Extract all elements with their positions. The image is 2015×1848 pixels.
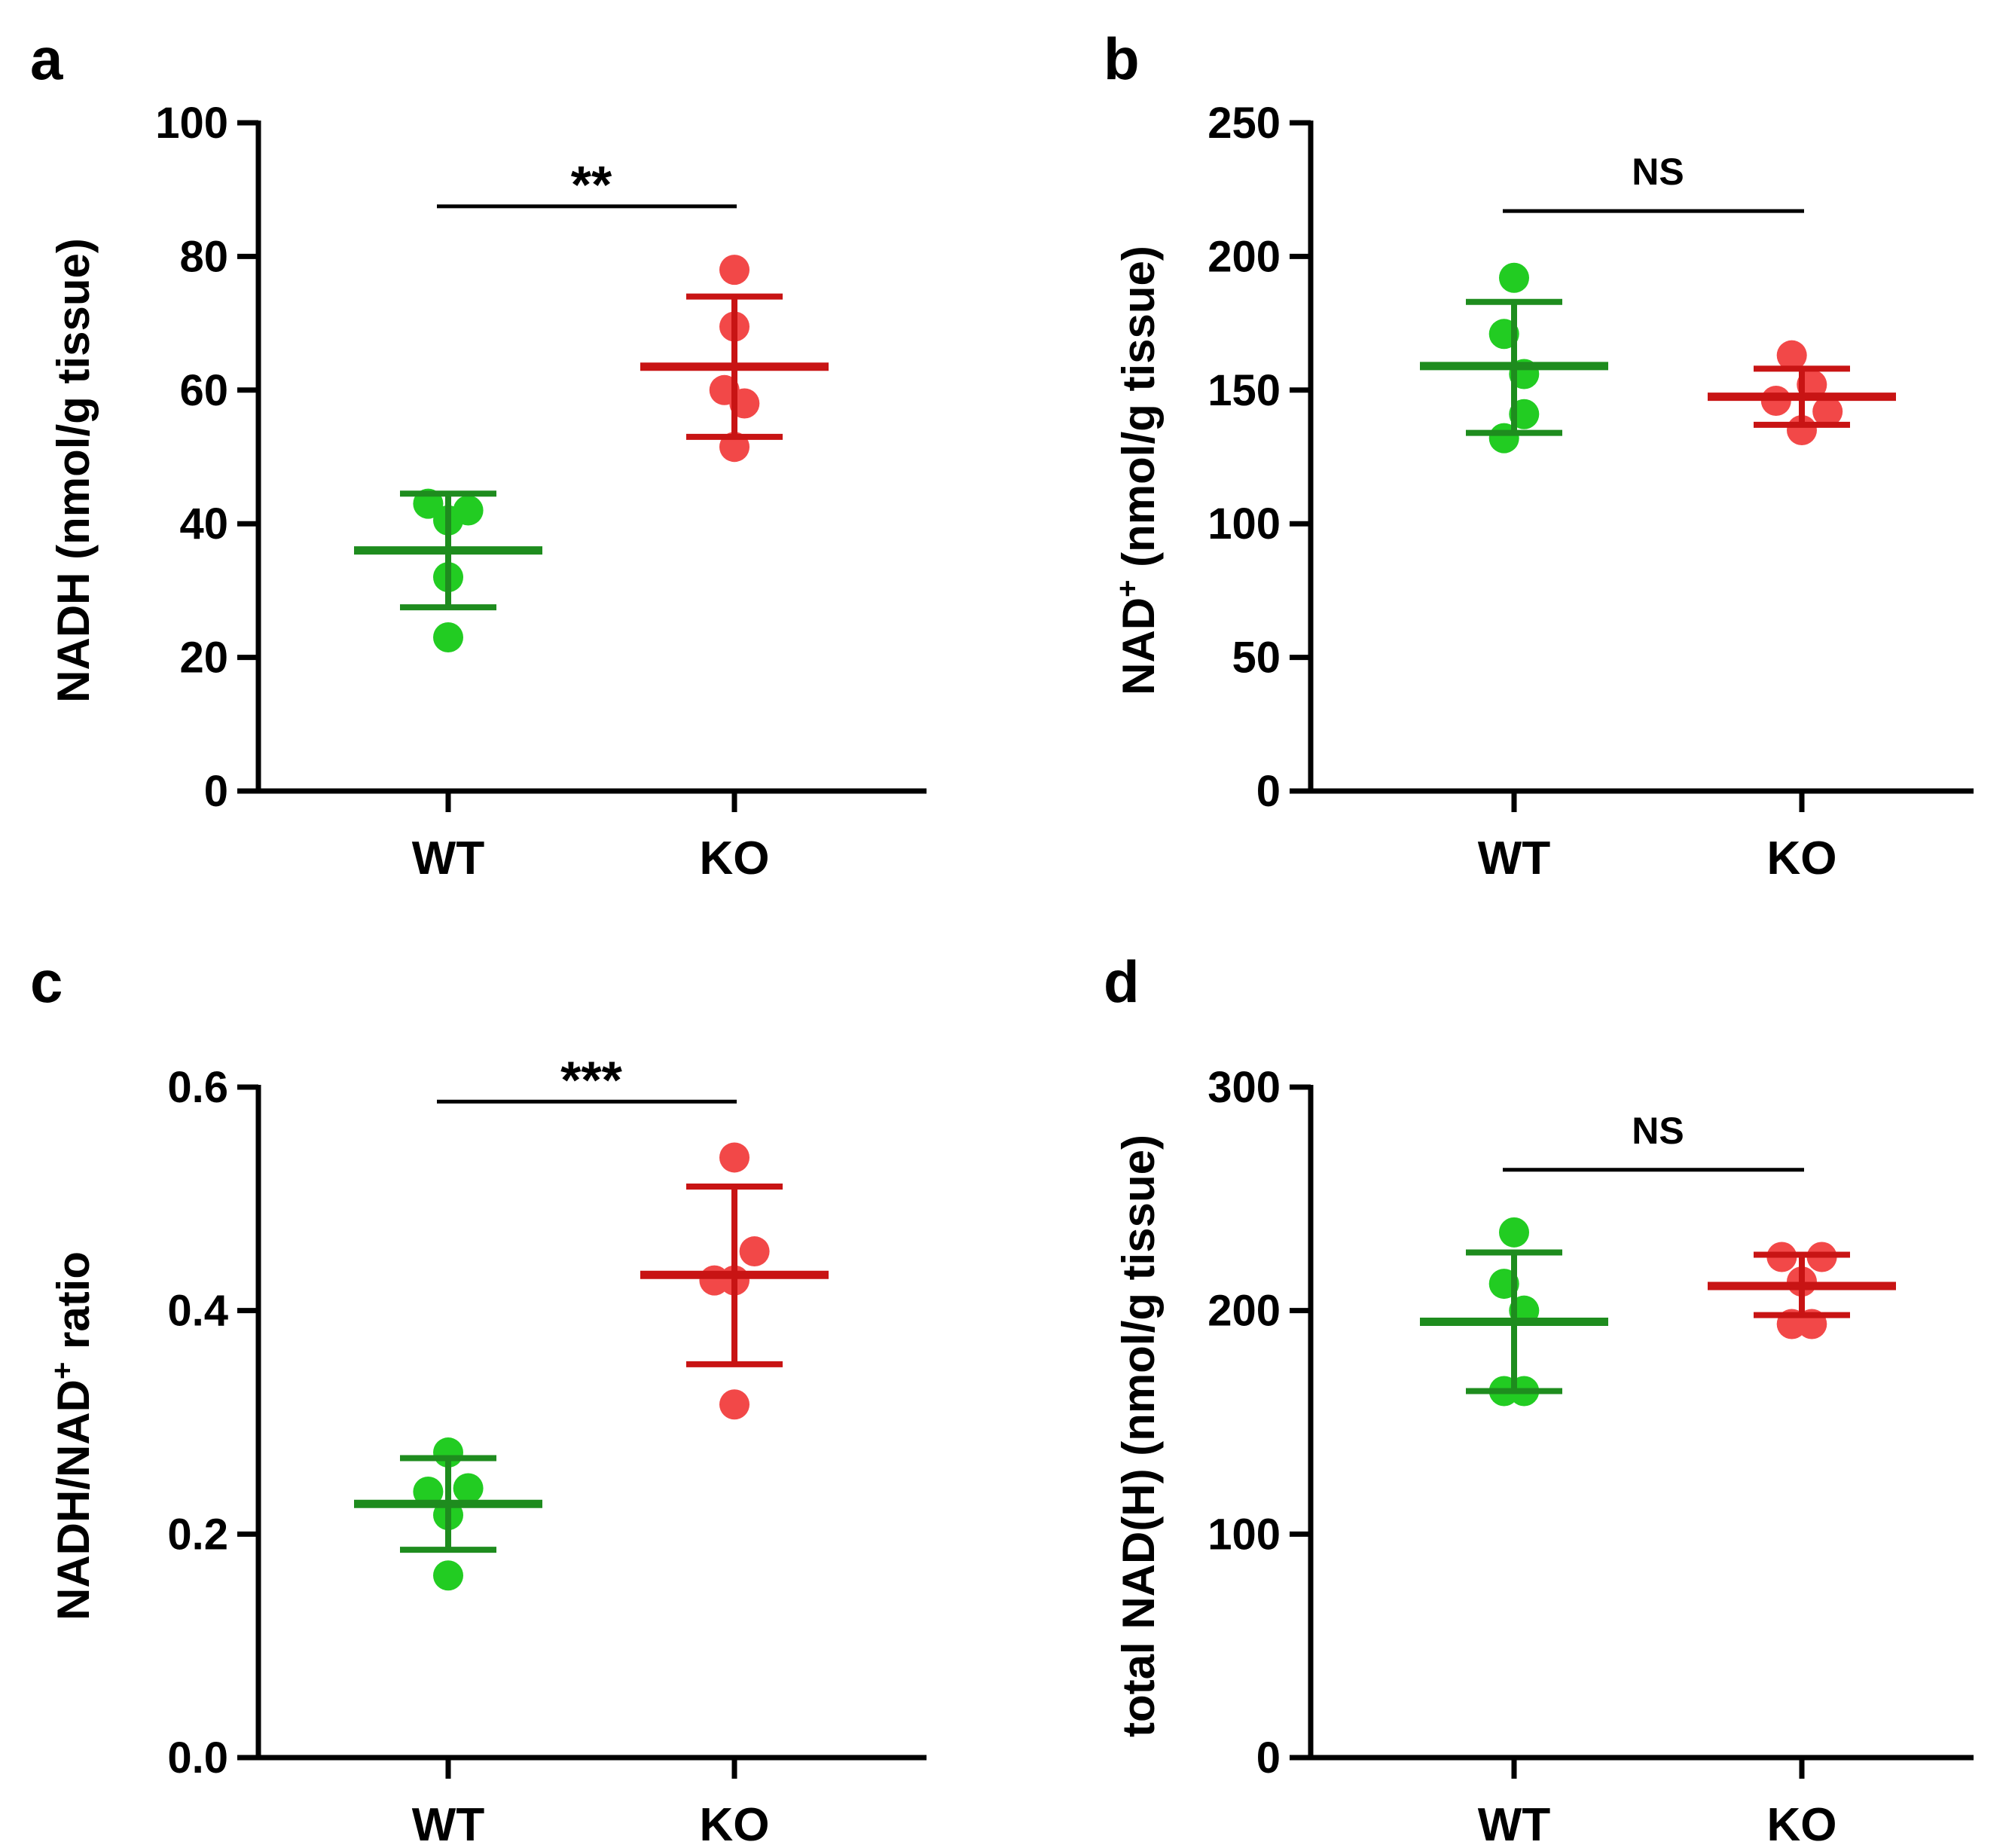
- series-wt: [1420, 1217, 1608, 1407]
- y-tick-label: 50: [1232, 634, 1281, 683]
- significance-label: NS: [1632, 1110, 1684, 1152]
- significance-label: NS: [1632, 151, 1684, 193]
- y-tick-label: 0: [1256, 1733, 1281, 1782]
- y-tick-label: 100: [1207, 499, 1281, 548]
- panel-b: b 0 50 100 150 200 250 WT KO NAD+ (nmol/g tissue)…: [1104, 26, 1974, 884]
- data-point: [719, 1389, 750, 1420]
- y-tick-label: 200: [1207, 1287, 1281, 1336]
- series-wt: [1420, 262, 1608, 454]
- x-category-label: KO: [1767, 1799, 1837, 1848]
- y-axis-label: total NAD(H) (nmol/g tissue): [1113, 1135, 1164, 1737]
- data-point: [1499, 1217, 1529, 1248]
- series-ko: [640, 1142, 829, 1420]
- panel-a: a 0 20 40 60 80 100 WT KO NADH (nmol/g tissue) **: [30, 26, 927, 884]
- series-ko: [1708, 1242, 1896, 1339]
- data-point: [1812, 396, 1843, 427]
- y-tick-label: 100: [155, 99, 228, 148]
- y-axis-label-part: NADH/NAD: [48, 1379, 99, 1620]
- panel-letter: b: [1104, 26, 1140, 92]
- y-axis-label: NADH (nmol/g tissue): [48, 238, 99, 703]
- y-axis-label-part: ratio: [48, 1251, 99, 1362]
- data-point: [453, 1473, 484, 1504]
- y-axis-label: NAD+ (nmol/g tissue): [1111, 246, 1164, 695]
- y-tick-label: 0.6: [167, 1063, 228, 1112]
- data-point: [1499, 262, 1529, 293]
- y-axis-label-superscript: +: [1111, 580, 1144, 597]
- significance-label: **: [571, 155, 612, 214]
- series-wt: [354, 1437, 542, 1591]
- x-category-label: KO: [700, 832, 770, 884]
- data-point: [739, 1236, 770, 1267]
- y-axis-label-part: total NAD(H) (nmol/g tissue): [1113, 1135, 1164, 1737]
- y-tick-label: 20: [179, 634, 228, 683]
- y-tick-label: 0.0: [167, 1733, 228, 1782]
- panel-d: d 0 100 200 300 WT KO total NAD(H) (nmol/g tiss…: [1104, 948, 1974, 1848]
- data-point: [453, 495, 484, 526]
- y-tick-label: 40: [179, 499, 228, 548]
- y-tick-label: 150: [1207, 366, 1281, 415]
- x-category-label: WT: [1478, 832, 1551, 884]
- data-point: [1776, 340, 1807, 371]
- y-tick-label: 60: [179, 366, 228, 415]
- data-point: [719, 255, 750, 286]
- panel-letter: a: [30, 26, 63, 92]
- x-category-label: KO: [700, 1799, 770, 1848]
- y-axis-label-part: (nmol/g tissue): [1113, 246, 1164, 579]
- y-tick-label: 0: [1256, 767, 1281, 816]
- series-ko: [1708, 340, 1896, 446]
- y-tick-label: 250: [1207, 99, 1281, 148]
- y-tick-label: 200: [1207, 232, 1281, 281]
- y-tick-label: 300: [1207, 1063, 1281, 1112]
- y-axis-label-part: NAD: [1113, 597, 1164, 695]
- y-tick-label: 0: [204, 767, 228, 816]
- data-point: [413, 1476, 444, 1507]
- y-axis-label: NADH/NAD+ ratio: [46, 1251, 99, 1620]
- y-tick-label: 0.2: [167, 1510, 228, 1559]
- y-tick-label: 80: [179, 232, 228, 281]
- series-wt: [354, 488, 542, 652]
- x-category-label: WT: [412, 832, 485, 884]
- data-point: [433, 622, 463, 652]
- series-ko: [640, 255, 829, 463]
- panel-letter: c: [30, 948, 63, 1015]
- y-tick-label: 0.4: [167, 1287, 228, 1336]
- panel-c: c 0.0 0.2 0.4 0.6 WT KO NADH/NAD+ ratio ***: [30, 948, 927, 1848]
- x-category-label: WT: [1478, 1799, 1551, 1848]
- panel-letter: d: [1104, 948, 1140, 1015]
- data-point: [719, 1142, 750, 1173]
- data-point: [433, 1560, 463, 1591]
- x-category-label: WT: [412, 1799, 485, 1848]
- x-category-label: KO: [1767, 832, 1837, 884]
- y-tick-label: 100: [1207, 1510, 1281, 1559]
- y-axis-label-part: NADH (nmol/g tissue): [48, 238, 99, 703]
- y-axis-label-superscript: +: [46, 1362, 79, 1379]
- significance-label: ***: [560, 1050, 622, 1109]
